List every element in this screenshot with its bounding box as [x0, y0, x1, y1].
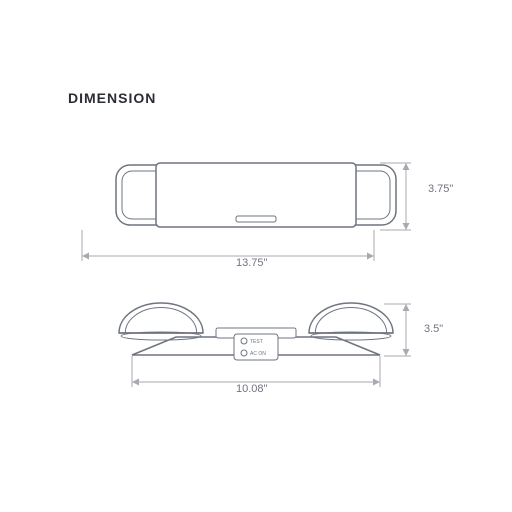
dim-width-front: 13.75"	[236, 257, 267, 269]
dim-width-side: 10.08"	[236, 383, 267, 395]
dim-height-side: 3.5"	[424, 323, 443, 335]
svg-text:TEST: TEST	[250, 339, 263, 345]
dim-height-front: 3.75"	[428, 183, 453, 195]
dimension-diagram: DIMENSION TESTAC ON 13.75" 3.75" 10.08" …	[0, 0, 512, 512]
svg-text:AC ON: AC ON	[250, 351, 266, 357]
